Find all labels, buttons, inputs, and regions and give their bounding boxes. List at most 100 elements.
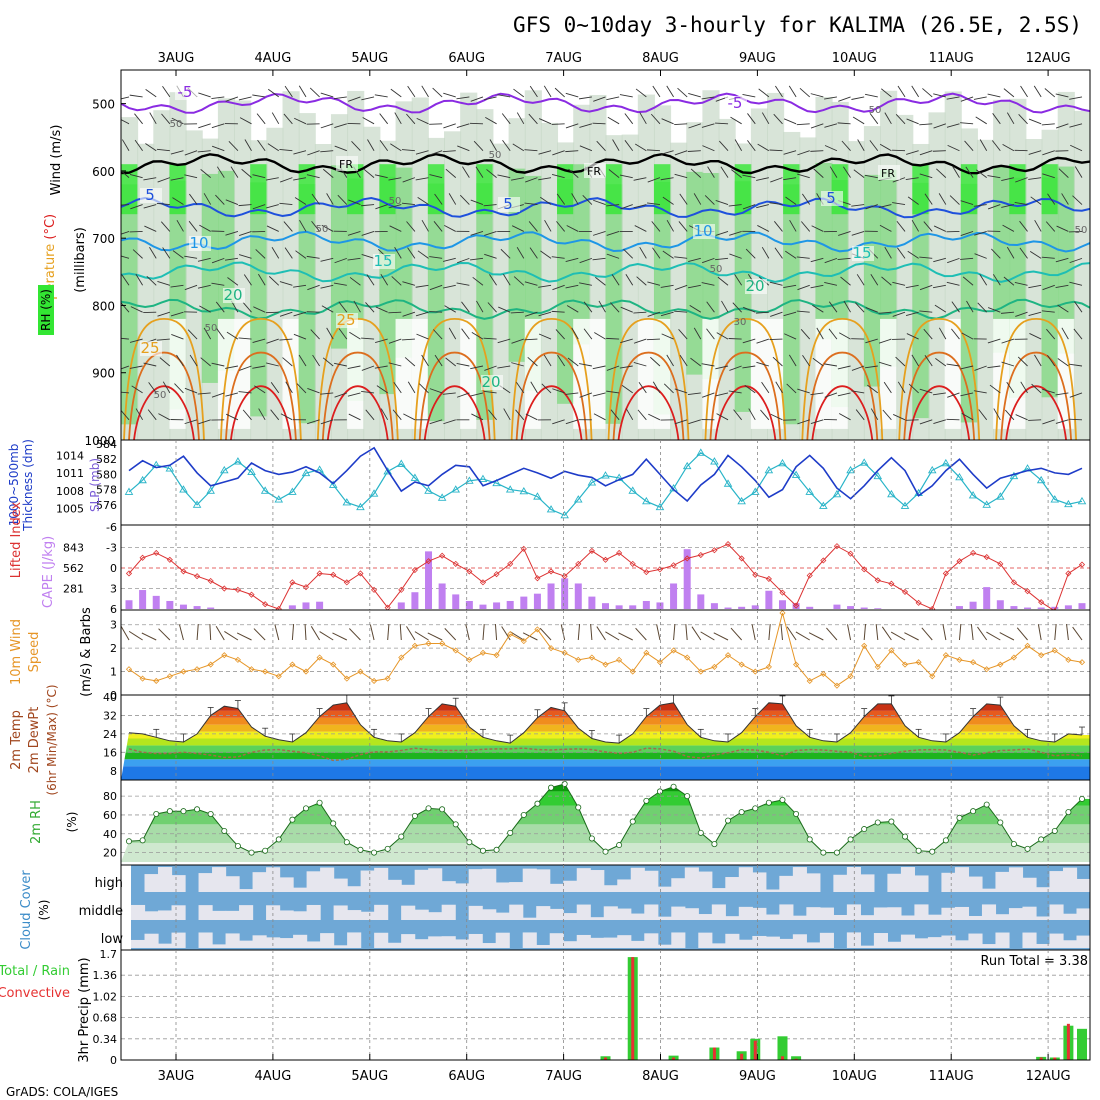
wind10m-point bbox=[888, 647, 895, 654]
wind10m-barb bbox=[881, 626, 892, 641]
cape-bar bbox=[316, 601, 324, 609]
wind-barb bbox=[897, 85, 906, 98]
contour-label-bg bbox=[878, 165, 900, 180]
wind-barb bbox=[552, 284, 565, 291]
wind-barb bbox=[565, 284, 579, 289]
slp-point bbox=[465, 476, 474, 484]
wind-barb bbox=[511, 338, 524, 344]
cloud-bar bbox=[198, 932, 213, 948]
temp2m-label-2: 2m DewPt bbox=[27, 707, 42, 774]
wind-barb bbox=[729, 253, 742, 259]
wind-barb bbox=[552, 388, 565, 394]
wind-barb bbox=[130, 204, 143, 210]
rh2m-line bbox=[128, 783, 1083, 854]
wind-barb bbox=[965, 166, 974, 178]
wind-barb bbox=[783, 118, 797, 125]
wind-barb bbox=[461, 328, 470, 340]
wind-barb bbox=[715, 199, 729, 205]
wind-barb bbox=[911, 219, 920, 232]
lifted-index-point bbox=[888, 580, 895, 587]
wind-barb bbox=[633, 311, 647, 314]
rh-shade bbox=[266, 127, 284, 440]
wind-barb bbox=[121, 170, 130, 178]
wind-barb bbox=[975, 116, 987, 125]
wind-barb bbox=[456, 96, 470, 100]
wind-barb bbox=[188, 220, 198, 232]
rh-tick-label: 20 bbox=[103, 847, 117, 860]
wind10m-barb bbox=[387, 624, 390, 641]
wind10m-barb bbox=[921, 627, 933, 641]
rh-shade bbox=[799, 137, 817, 440]
wind-barb bbox=[1061, 327, 1069, 340]
wind-barb bbox=[184, 284, 198, 291]
wind-barb bbox=[936, 168, 947, 178]
cloud-bar bbox=[482, 943, 497, 948]
wind10m-point bbox=[370, 677, 378, 685]
wind-barb bbox=[429, 284, 443, 291]
wind-barb bbox=[171, 334, 184, 340]
wind-barb bbox=[666, 219, 674, 232]
wind-barb bbox=[855, 409, 865, 421]
wind-barb bbox=[755, 311, 769, 314]
wind-barb bbox=[334, 145, 347, 152]
slp-point bbox=[723, 479, 733, 487]
contour-label-bg bbox=[498, 197, 520, 212]
wind-barb bbox=[908, 383, 919, 394]
cloud-bar bbox=[887, 873, 902, 892]
cloud-bar bbox=[752, 935, 767, 948]
wind-barb bbox=[637, 409, 647, 421]
lifted-index-point bbox=[207, 577, 214, 585]
wind-barb bbox=[443, 123, 456, 129]
temp-contour-label: -5 bbox=[728, 94, 743, 112]
lifted-index-point bbox=[793, 602, 800, 609]
wind10m-point bbox=[997, 661, 1004, 668]
wind-barb bbox=[960, 257, 974, 260]
wind-barb bbox=[556, 221, 566, 232]
wind-barb bbox=[756, 338, 770, 344]
slp-point bbox=[492, 478, 501, 487]
wind-barb bbox=[747, 113, 756, 125]
cape-bar bbox=[452, 594, 460, 609]
wind10m-point bbox=[724, 652, 732, 659]
wind-barb bbox=[639, 112, 647, 125]
wind-barb bbox=[540, 250, 552, 259]
bottom-date-label: 9AUG bbox=[739, 1069, 776, 1084]
panel-frame bbox=[120, 609, 1091, 696]
warm-contour bbox=[520, 385, 583, 440]
slp-point bbox=[301, 468, 311, 477]
cape-bar bbox=[533, 593, 541, 609]
rh-shade bbox=[734, 164, 752, 215]
wind-barb bbox=[660, 177, 674, 181]
cloud-bar bbox=[374, 904, 389, 920]
wind10m-barb bbox=[751, 624, 756, 641]
cloud-bar bbox=[819, 932, 834, 948]
wind-barb bbox=[660, 150, 674, 155]
rh-shade bbox=[169, 318, 187, 429]
wind10m-point bbox=[289, 661, 296, 668]
wind-barb bbox=[334, 392, 347, 398]
wind-barb bbox=[760, 409, 770, 421]
wind-barb bbox=[157, 280, 170, 286]
lifted-index-point bbox=[370, 586, 378, 593]
cloud-bar bbox=[522, 917, 537, 920]
wind-barb bbox=[701, 282, 715, 286]
wind-barb bbox=[347, 392, 361, 397]
pressure-tick-label: 800 bbox=[92, 299, 115, 313]
wind10m-point bbox=[1024, 642, 1031, 649]
cape-bar bbox=[574, 583, 582, 609]
cloud-bar bbox=[1049, 904, 1064, 920]
wind-barb bbox=[525, 413, 538, 421]
cape-bar bbox=[152, 595, 160, 609]
wind-barb bbox=[157, 177, 170, 183]
wind-barb bbox=[172, 197, 184, 205]
cloud-bar bbox=[414, 869, 429, 892]
cloud-bar bbox=[1076, 878, 1090, 892]
wind-barb bbox=[215, 194, 225, 205]
temp-band bbox=[121, 710, 1090, 718]
cloud-bar bbox=[293, 911, 308, 920]
lifted-index-point bbox=[997, 560, 1004, 567]
rh-tick-label: 60 bbox=[103, 809, 117, 822]
cloud-bar bbox=[968, 876, 983, 892]
wind-barb bbox=[429, 311, 443, 313]
wind-barb bbox=[678, 329, 688, 340]
